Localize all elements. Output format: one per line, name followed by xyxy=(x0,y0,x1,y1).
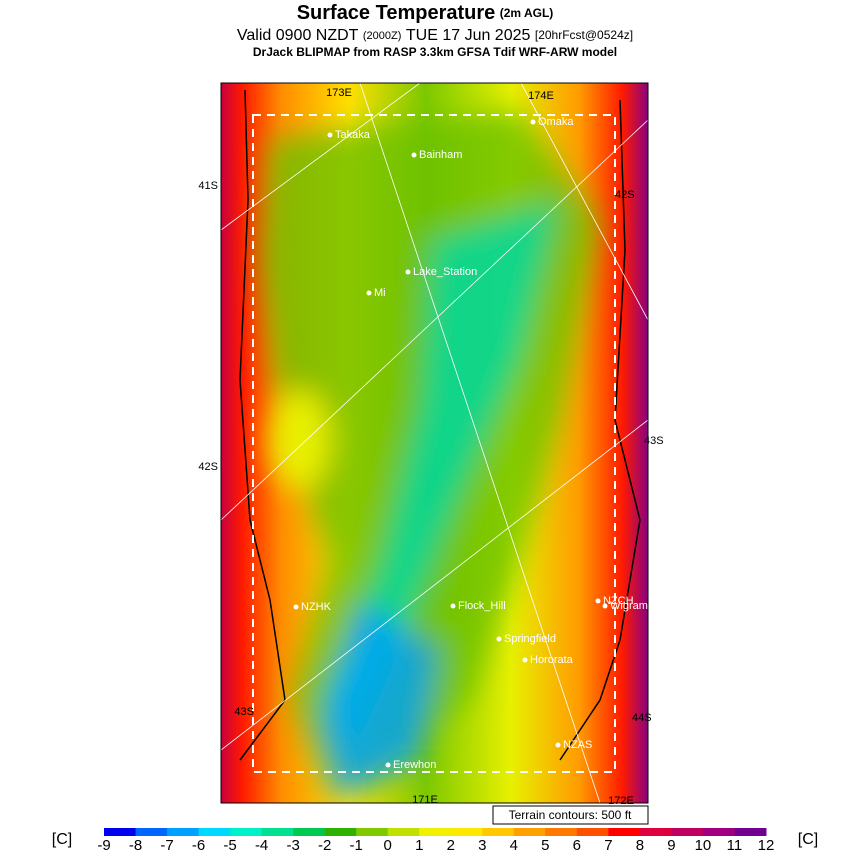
place-dot xyxy=(327,132,333,138)
place-dot xyxy=(530,119,536,125)
colorbar-cell xyxy=(135,828,168,836)
colorbar-label: 2 xyxy=(447,837,455,854)
grid-label: 43S xyxy=(234,706,254,718)
colorbar-label: 8 xyxy=(636,837,644,854)
contour-note-box xyxy=(492,805,649,825)
grid-label: 42S xyxy=(615,189,635,201)
colorbar-label: 6 xyxy=(573,837,581,854)
colorbar-label: -4 xyxy=(255,837,268,854)
colorbar-label: -3 xyxy=(286,837,299,854)
place-dot xyxy=(595,598,601,604)
place-dot xyxy=(496,636,502,642)
colorbar-label: 11 xyxy=(727,837,743,854)
place-label: Springfield xyxy=(504,633,556,645)
map-frame xyxy=(220,82,649,804)
colorbar-label: 4 xyxy=(510,837,518,854)
place-label: Omaka xyxy=(538,116,574,128)
grid-label: 172E xyxy=(608,795,634,807)
colorbar-label: -8 xyxy=(129,837,142,854)
place-dot xyxy=(450,603,456,609)
colorbar-cell xyxy=(167,828,200,836)
grid-label: 173E xyxy=(326,87,352,99)
place-dot xyxy=(522,657,528,663)
colorbar-label: -6 xyxy=(192,837,205,854)
place-dot xyxy=(366,290,372,296)
colorbar-cell xyxy=(545,828,578,836)
map xyxy=(221,83,648,803)
colorbar-cell xyxy=(419,828,452,836)
colorbar-label: 0 xyxy=(384,837,392,854)
place-dot xyxy=(555,742,561,748)
colorbar-cell xyxy=(734,828,767,836)
colorbar-label: -7 xyxy=(160,837,173,854)
grid-label: 42S xyxy=(198,461,218,473)
colorbar-cell xyxy=(198,828,231,836)
colorbar-cell xyxy=(356,828,389,836)
place-dot xyxy=(411,152,417,158)
grid-label: 43S xyxy=(644,435,664,447)
colorbar-label: 1 xyxy=(415,837,423,854)
place-label: Bainham xyxy=(419,149,462,161)
place-label: NZHK xyxy=(301,601,332,613)
colorbar-cell xyxy=(104,828,137,836)
place-label: Lake_Station xyxy=(413,266,477,278)
place-label: NZCH xyxy=(603,595,634,607)
colorbar-cell xyxy=(387,828,420,836)
colorbar-cell xyxy=(576,828,609,836)
colorbar-cell xyxy=(261,828,294,836)
colorbar-cell xyxy=(513,828,546,836)
colorbar-cell xyxy=(482,828,515,836)
colorbar-cell xyxy=(702,828,735,836)
place-label: Hororata xyxy=(530,654,574,666)
colorbar-label: 10 xyxy=(695,837,712,854)
place-label: Mi xyxy=(374,287,386,299)
contour-note: Terrain contours: 500 ft xyxy=(509,808,632,822)
place-label: Flock_Hill xyxy=(458,600,506,612)
colorbar-cell xyxy=(671,828,704,836)
colorbar-unit: [C] xyxy=(798,831,818,848)
colorbar-label: 12 xyxy=(758,837,775,854)
grid-label: 41S xyxy=(198,180,218,192)
place-label: Erewhon xyxy=(393,759,436,771)
colorbar-label: 3 xyxy=(478,837,486,854)
colorbar-cell xyxy=(324,828,357,836)
valid-line: Valid 0900 NZDT (2000Z) TUE 17 Jun 2025 … xyxy=(237,27,633,44)
colorbar-label: -5 xyxy=(223,837,236,854)
title: Surface Temperature (2m AGL) xyxy=(297,2,554,24)
colorbar-cell xyxy=(230,828,263,836)
colorbar-cell xyxy=(608,828,641,836)
grid-label: 174E xyxy=(528,90,554,102)
colorbar-label: -9 xyxy=(97,837,110,854)
place-label: Takaka xyxy=(335,129,371,141)
place-label: NZAS xyxy=(563,739,592,751)
colorbar-label: 7 xyxy=(604,837,612,854)
colorbar-label: -2 xyxy=(318,837,331,854)
subtitle: DrJack BLIPMAP from RASP 3.3km GFSA Tdif… xyxy=(253,45,617,59)
colorbar-unit: [C] xyxy=(52,831,72,848)
colorbar-label: 5 xyxy=(541,837,549,854)
place-label: Wigram xyxy=(610,600,648,612)
place-dot xyxy=(405,269,411,275)
colorbar-label: 9 xyxy=(667,837,675,854)
grid-label: 44S xyxy=(632,712,652,724)
colorbar-cell xyxy=(293,828,326,836)
colorbar-cell xyxy=(639,828,672,836)
place-dot xyxy=(293,604,299,610)
place-dot xyxy=(602,603,608,609)
grid-label: 171E xyxy=(412,794,438,806)
temperature-field xyxy=(260,110,600,800)
colorbar-cell xyxy=(450,828,483,836)
place-dot xyxy=(385,762,391,768)
colorbar-label: -1 xyxy=(350,837,363,854)
